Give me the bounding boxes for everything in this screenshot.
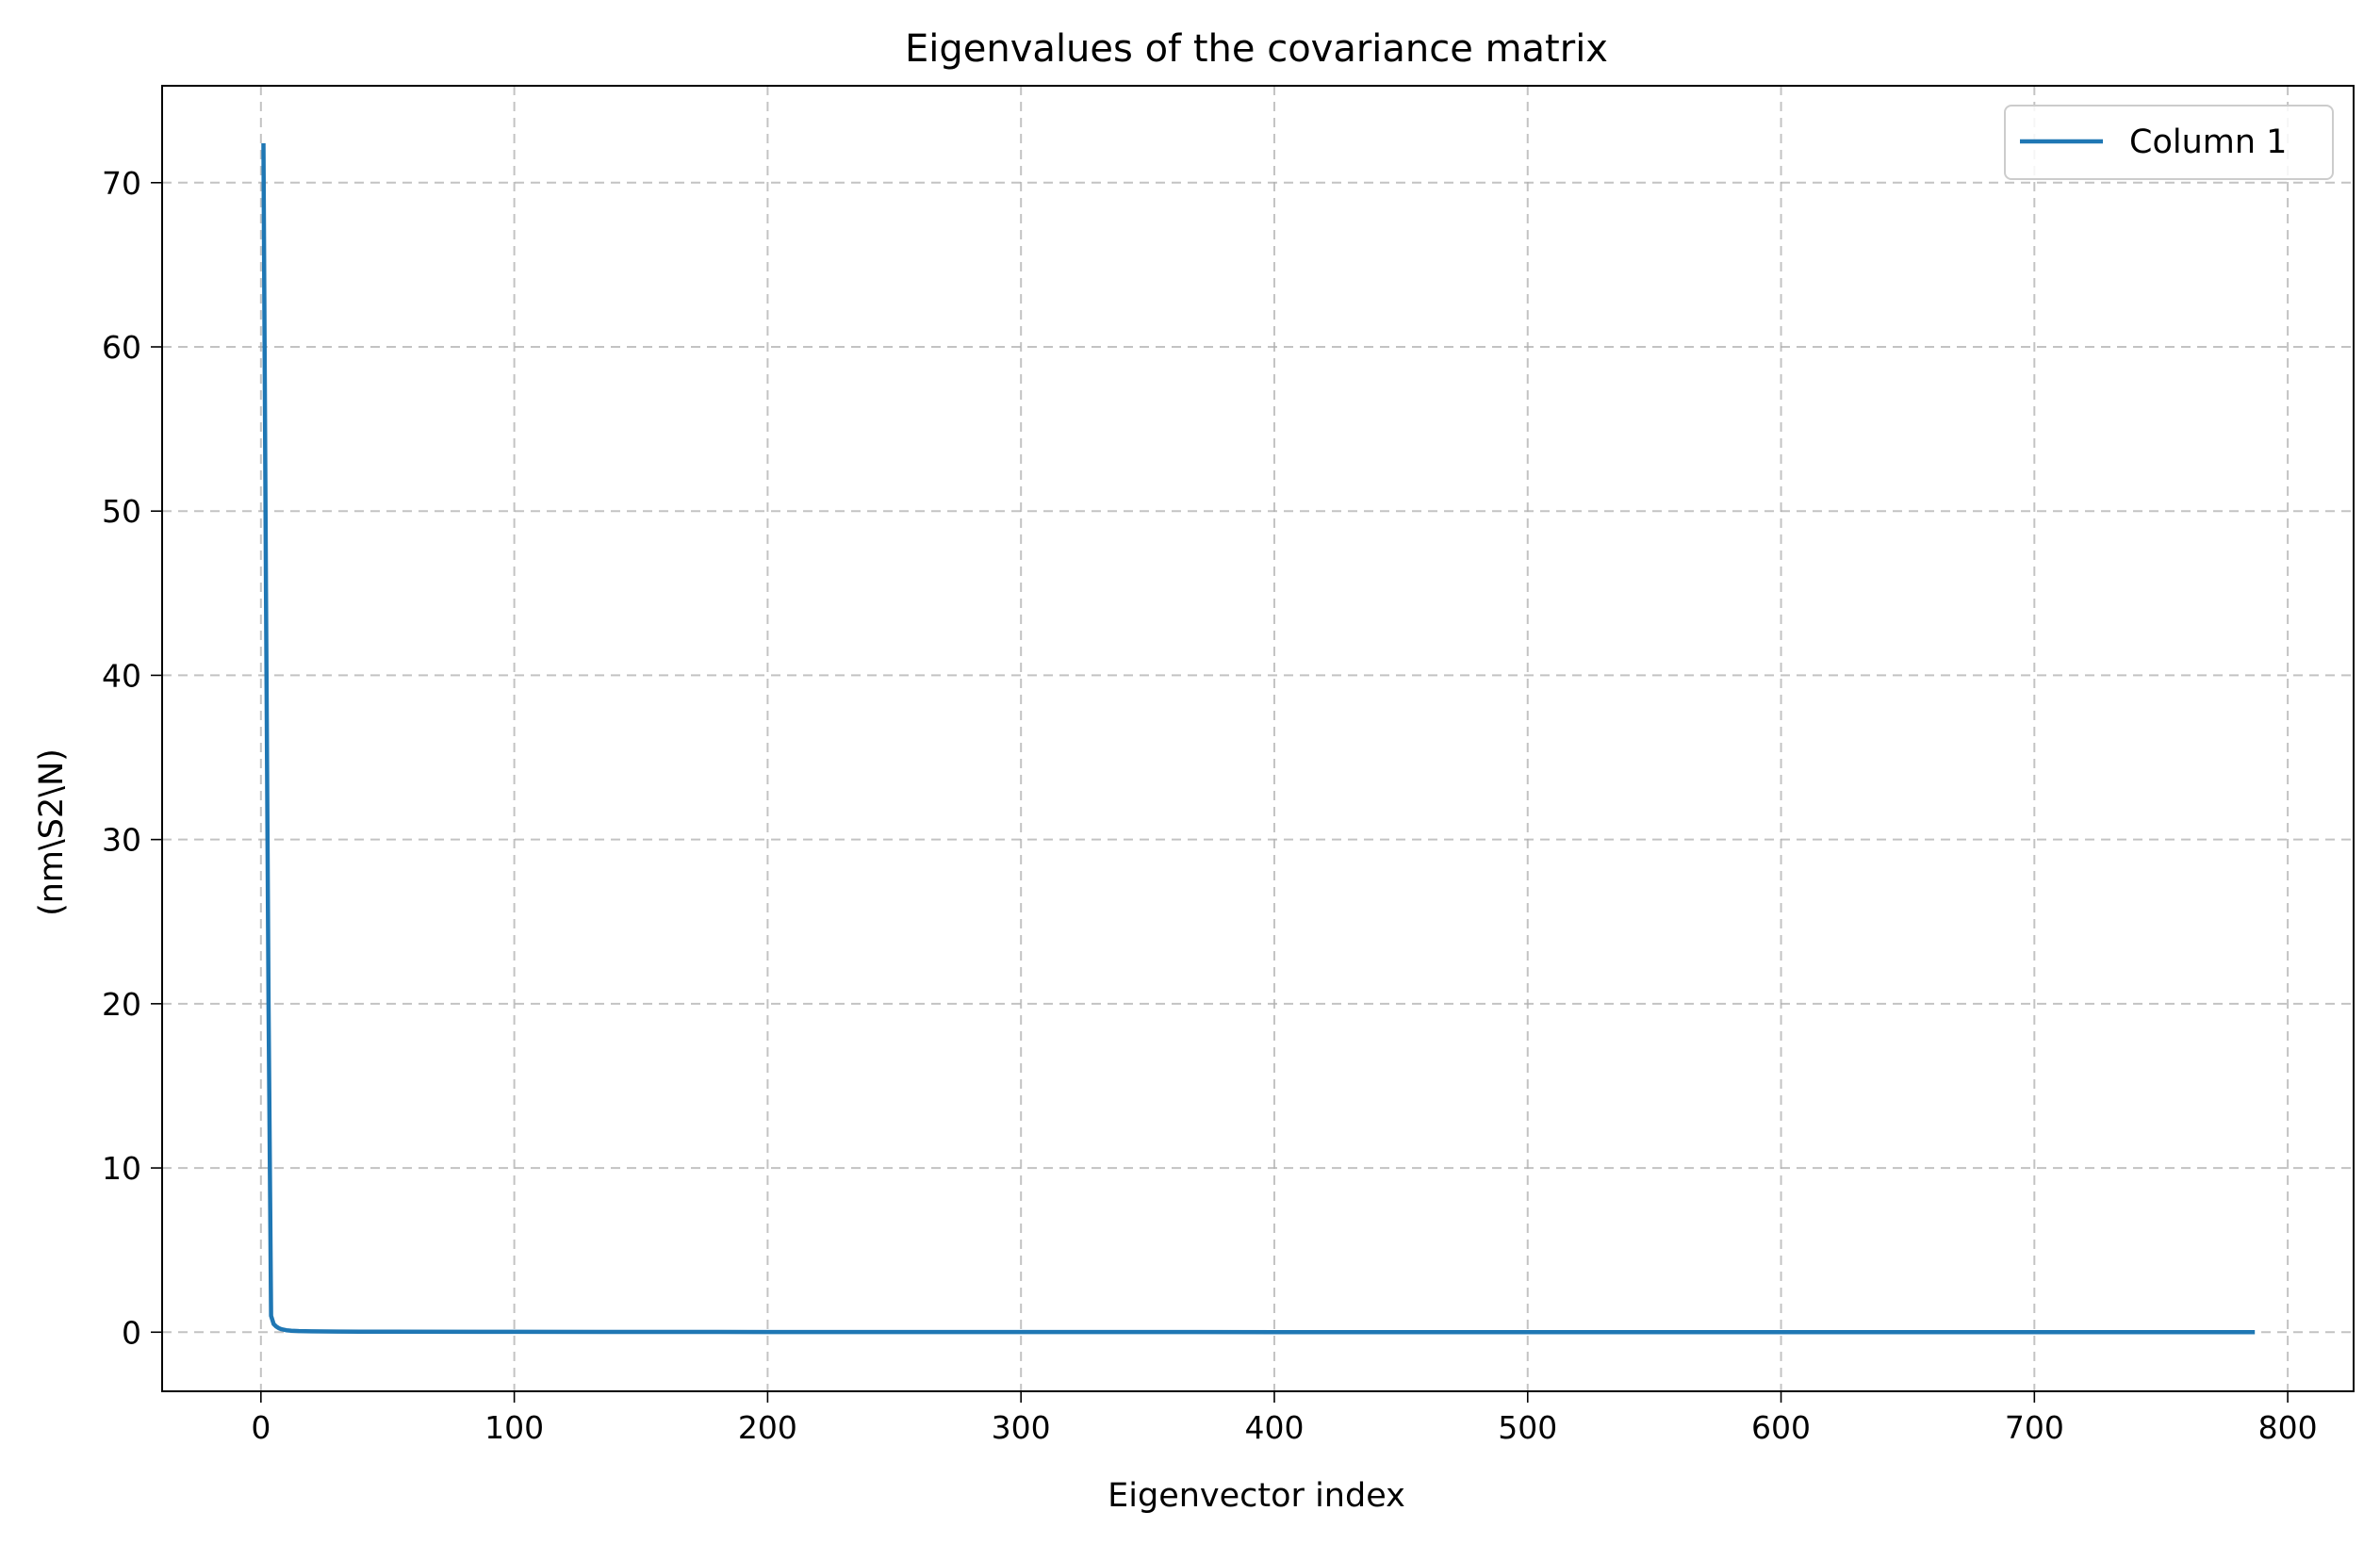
x-tick-label: 200: [738, 1409, 797, 1446]
series-layer: [261, 142, 2256, 1335]
x-axis-label: Eigenvector index: [1108, 1477, 1405, 1515]
y-tick-label: 0: [122, 1314, 141, 1351]
x-tick-label: 700: [2005, 1409, 2064, 1446]
ticks: 0 100 200 300 400 500 600 700 800 0 10 20 30 40 50 60 70: [102, 165, 2318, 1446]
plot-frame: [161, 85, 2355, 1392]
x-tick-label: 100: [484, 1409, 544, 1446]
x-tick-label: 800: [2258, 1409, 2318, 1446]
x-tick-label: 0: [251, 1409, 271, 1446]
x-tick-label: 300: [992, 1409, 1051, 1446]
x-tick-label: 400: [1244, 1409, 1304, 1446]
y-tick-label: 20: [102, 986, 141, 1023]
y-axis-label: (nm\S2\N): [33, 748, 71, 916]
y-tick-label: 10: [102, 1150, 141, 1187]
legend-label-column-1: Column 1: [2129, 123, 2287, 161]
legend-box: [2004, 105, 2334, 180]
y-tick-label: 50: [102, 493, 141, 530]
y-tick-label: 40: [102, 657, 141, 694]
x-tick-label: 600: [1751, 1409, 1811, 1446]
x-tick-label: 500: [1498, 1409, 1557, 1446]
y-tick-label: 30: [102, 822, 141, 859]
chart-title: Eigenvalues of the covariance matrix: [905, 27, 1608, 71]
series-line-1: [261, 142, 2256, 1335]
legend: Column 1: [2004, 105, 2334, 180]
y-tick-label: 60: [102, 329, 141, 366]
y-tick-label: 70: [102, 165, 141, 202]
